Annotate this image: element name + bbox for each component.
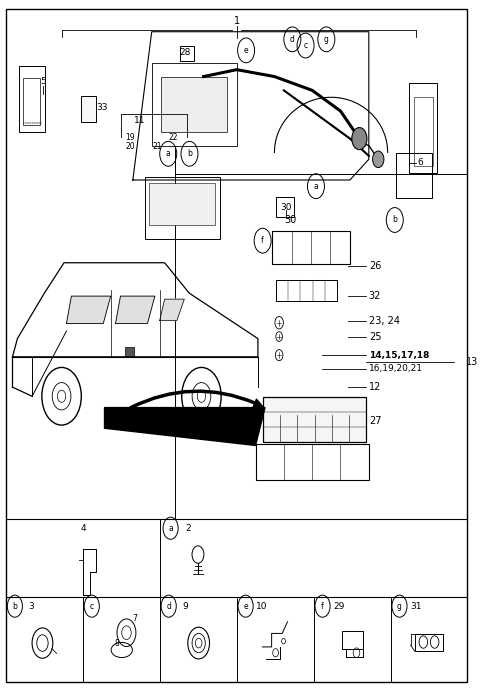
Text: g: g: [324, 35, 329, 44]
Text: 11: 11: [134, 116, 145, 125]
Text: 20: 20: [126, 142, 135, 151]
Bar: [24, 78, 40, 125]
Text: 16,19,20,21: 16,19,20,21: [369, 364, 423, 373]
Text: 31: 31: [410, 602, 422, 611]
Text: 8: 8: [115, 638, 120, 647]
Text: 14,15,17,18: 14,15,17,18: [369, 350, 429, 359]
Text: b: b: [12, 602, 17, 611]
Text: 30: 30: [284, 215, 296, 225]
Text: f: f: [321, 602, 324, 611]
Text: 19: 19: [126, 133, 135, 142]
Text: 23, 24: 23, 24: [369, 316, 400, 325]
Text: 1: 1: [234, 16, 240, 26]
Text: 30: 30: [280, 203, 292, 212]
Bar: [144, 176, 220, 238]
Text: d: d: [290, 35, 295, 44]
Bar: [149, 183, 216, 225]
Bar: [125, 347, 134, 357]
Text: 2: 2: [186, 524, 192, 533]
Bar: [414, 97, 432, 167]
Text: 7: 7: [132, 614, 137, 623]
Bar: [255, 444, 369, 480]
Bar: [263, 397, 366, 442]
Bar: [272, 231, 350, 264]
Text: c: c: [303, 41, 308, 50]
Bar: [19, 66, 45, 132]
Circle shape: [352, 128, 367, 150]
Bar: [152, 63, 237, 146]
Text: 6: 6: [418, 158, 423, 167]
Text: f: f: [261, 236, 264, 245]
Text: 3: 3: [28, 602, 34, 611]
Text: 29: 29: [334, 602, 345, 611]
Bar: [396, 153, 432, 198]
Text: a: a: [168, 524, 173, 533]
Text: 5: 5: [40, 77, 46, 86]
Polygon shape: [116, 296, 155, 323]
Text: 13: 13: [466, 357, 478, 367]
Text: b: b: [187, 149, 192, 158]
Text: 32: 32: [369, 291, 381, 301]
Bar: [409, 84, 437, 173]
Polygon shape: [105, 408, 265, 446]
Text: 10: 10: [256, 602, 268, 611]
Circle shape: [372, 151, 384, 168]
Polygon shape: [67, 296, 111, 323]
Text: 33: 33: [96, 103, 108, 112]
Text: c: c: [90, 602, 94, 611]
Text: 9: 9: [182, 602, 188, 611]
Text: 21: 21: [153, 142, 162, 151]
Text: 4: 4: [81, 524, 86, 533]
Text: 27: 27: [369, 417, 381, 426]
Text: g: g: [397, 602, 402, 611]
Bar: [81, 96, 96, 122]
Text: e: e: [244, 46, 249, 55]
Bar: [180, 46, 194, 61]
Text: 26: 26: [369, 261, 381, 271]
Text: 25: 25: [369, 332, 381, 341]
Bar: [276, 280, 337, 301]
Polygon shape: [160, 299, 184, 321]
FancyArrowPatch shape: [130, 390, 263, 408]
Text: 12: 12: [369, 382, 381, 392]
Text: e: e: [243, 602, 248, 611]
Bar: [175, 174, 467, 519]
Bar: [276, 196, 294, 217]
Text: d: d: [166, 602, 171, 611]
Bar: [415, 634, 443, 652]
Text: b: b: [392, 216, 397, 225]
Text: 22: 22: [168, 133, 178, 142]
Text: 28: 28: [179, 48, 191, 57]
Text: a: a: [166, 149, 170, 158]
Text: a: a: [313, 182, 318, 191]
Bar: [161, 77, 227, 132]
